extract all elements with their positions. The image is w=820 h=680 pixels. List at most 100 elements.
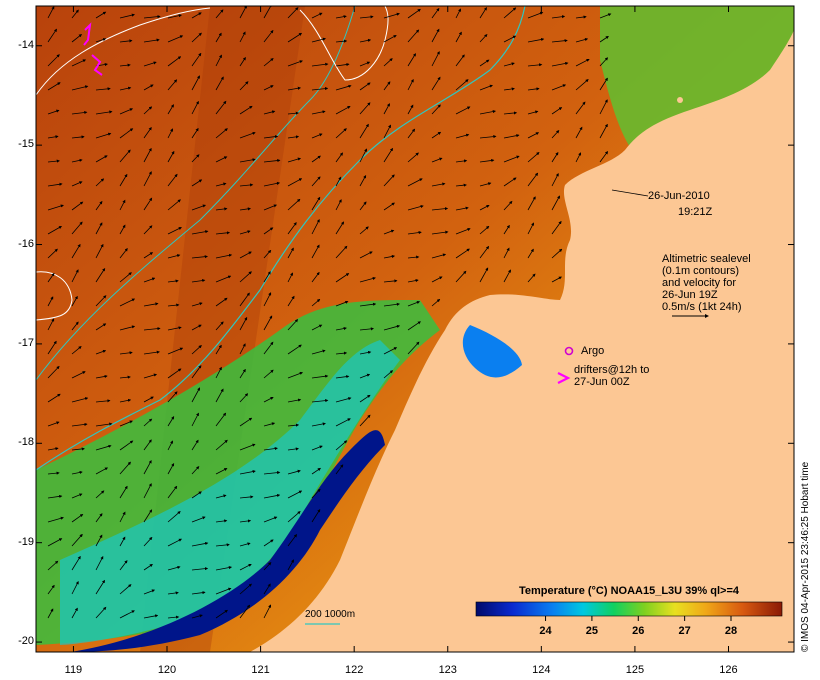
velocity-arrow xyxy=(239,417,253,427)
velocity-arrow xyxy=(143,614,159,619)
velocity-arrow xyxy=(335,199,342,211)
velocity-arrow xyxy=(335,245,348,259)
velocity-arrow xyxy=(407,128,416,139)
velocity-arrow xyxy=(359,201,367,211)
velocity-arrow xyxy=(95,200,103,211)
velocity-arrow xyxy=(431,104,441,115)
velocity-arrow xyxy=(47,204,64,211)
velocity-arrow xyxy=(143,197,153,211)
velocity-arrow xyxy=(95,555,104,571)
velocity-arrow xyxy=(287,469,301,475)
velocity-arrow xyxy=(95,178,105,187)
velocity-arrow xyxy=(47,6,55,19)
altimetry-label-3: and velocity for xyxy=(662,277,736,289)
velocity-arrow xyxy=(359,394,371,403)
y-tick-label: -18 xyxy=(18,436,34,449)
velocity-arrow xyxy=(455,159,468,163)
velocity-arrow xyxy=(215,609,228,619)
velocity-arrow xyxy=(167,391,178,403)
velocity-arrow xyxy=(311,349,326,355)
altimetry-label-4: 26-Jun 19Z xyxy=(662,289,718,301)
velocity-arrow xyxy=(143,225,153,235)
velocity-arrow xyxy=(383,147,393,163)
velocity-arrow xyxy=(311,176,321,187)
velocity-arrow xyxy=(407,152,419,163)
velocity-arrow xyxy=(71,533,83,547)
velocity-arrow xyxy=(287,344,302,355)
velocity-arrow xyxy=(359,414,371,427)
velocity-arrow xyxy=(95,267,106,283)
velocity-arrow xyxy=(167,199,181,211)
velocity-arrow xyxy=(383,202,395,211)
velocity-arrow xyxy=(119,108,134,115)
velocity-arrow xyxy=(119,39,133,43)
velocity-arrow xyxy=(167,14,182,19)
velocity-arrow xyxy=(215,321,224,331)
velocity-arrow xyxy=(215,344,222,355)
velocity-arrow xyxy=(143,15,161,19)
velocity-arrow xyxy=(335,326,347,331)
velocity-arrow xyxy=(527,11,544,19)
y-tick-label: -20 xyxy=(18,635,34,648)
velocity-arrow xyxy=(119,420,133,427)
velocity-arrow xyxy=(407,321,421,331)
velocity-arrow xyxy=(359,251,373,259)
velocity-arrow xyxy=(311,298,321,307)
drifter-marker xyxy=(557,372,571,384)
x-tick-label: 119 xyxy=(64,664,83,676)
velocity-arrow xyxy=(143,536,153,547)
velocity-arrow xyxy=(119,375,131,379)
velocity-arrow xyxy=(239,131,256,139)
velocity-arrow xyxy=(383,324,401,331)
velocity-arrow xyxy=(239,81,249,91)
velocity-arrow xyxy=(143,126,152,139)
velocity-arrow xyxy=(191,614,203,619)
bay-water xyxy=(462,325,522,378)
velocity-arrow xyxy=(527,37,545,43)
velocity-arrow xyxy=(263,516,278,523)
velocity-arrow xyxy=(287,534,298,547)
velocity-arrow xyxy=(335,464,344,475)
velocity-arrow xyxy=(143,509,153,523)
velocity-arrow xyxy=(71,514,84,523)
velocity-arrow xyxy=(263,422,276,427)
velocity-arrow xyxy=(71,34,83,43)
velocity-arrow xyxy=(407,178,423,187)
velocity-arrow xyxy=(215,519,228,523)
velocity-arrow xyxy=(71,269,79,283)
velocity-arrow xyxy=(143,460,152,475)
velocity-arrow xyxy=(287,111,299,115)
velocity-arrow xyxy=(239,542,251,547)
velocity-arrow xyxy=(71,581,79,595)
velocity-arrow xyxy=(71,59,87,67)
velocity-arrow xyxy=(335,106,351,115)
velocity-arrow xyxy=(359,175,367,187)
velocity-arrow xyxy=(359,302,377,307)
colorbar-ticks xyxy=(545,616,732,621)
velocity-arrow xyxy=(455,54,465,67)
velocity-arrow xyxy=(191,32,202,43)
velocity-arrow xyxy=(551,173,559,187)
velocity-arrow xyxy=(479,109,497,115)
velocity-arrow xyxy=(287,32,303,43)
velocity-arrow xyxy=(263,315,273,331)
velocity-arrow xyxy=(215,128,228,139)
velocity-arrow xyxy=(263,135,279,139)
altimetry-label-5: 0.5m/s (1kt 24h) xyxy=(662,301,742,313)
velocity-arrow xyxy=(263,227,274,235)
velocity-arrow xyxy=(455,270,467,283)
velocity-arrow xyxy=(119,173,128,187)
velocity-arrow xyxy=(287,423,300,427)
velocity-arrow xyxy=(71,221,83,235)
velocity-arrow xyxy=(263,158,281,163)
colorbar-tick-label: 28 xyxy=(724,625,738,637)
velocity-arrow xyxy=(359,350,372,355)
velocity-arrow xyxy=(47,340,57,355)
velocity-arrow xyxy=(167,591,179,595)
velocity-arrow xyxy=(47,159,60,163)
velocity-arrow xyxy=(71,135,85,139)
velocity-arrow xyxy=(47,225,63,235)
drifter-track xyxy=(83,22,92,46)
velocity-arrow xyxy=(311,12,323,19)
velocity-arrow xyxy=(551,195,560,211)
